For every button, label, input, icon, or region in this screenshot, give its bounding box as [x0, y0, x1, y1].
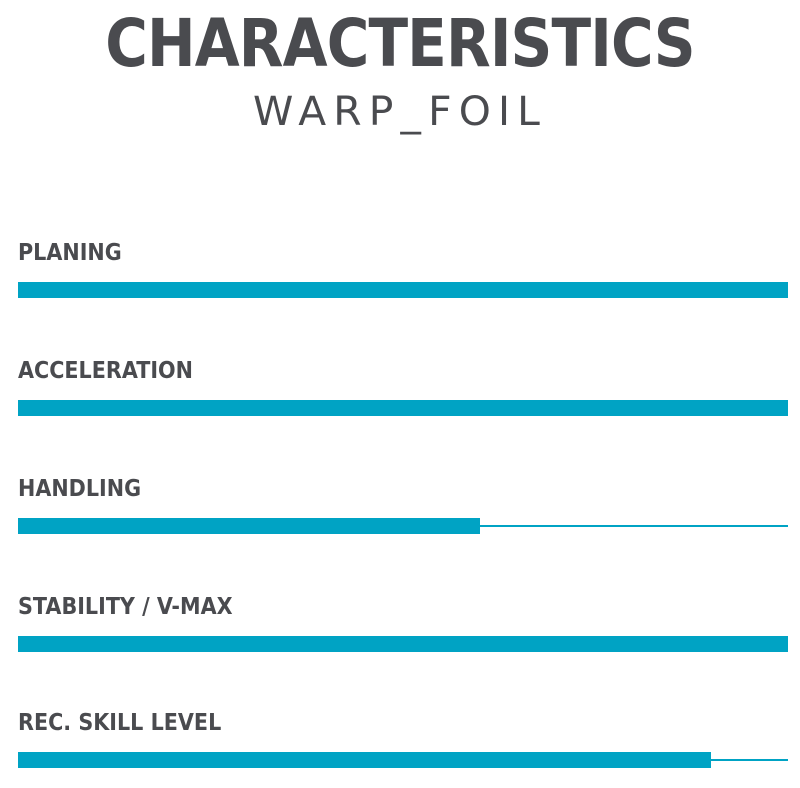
rating-bar-fill [18, 518, 480, 534]
rating-bar [18, 400, 788, 416]
page-title: CHARACTERISTICS [105, 5, 695, 82]
rating-bar [18, 282, 788, 298]
rating-bar-fill [18, 752, 711, 768]
stat-handling: HANDLING [0, 474, 800, 554]
stat-rec-skill-level: REC. SKILL LEVEL [0, 708, 800, 788]
stat-label: ACCELERATION [18, 358, 193, 384]
stat-label: REC. SKILL LEVEL [18, 710, 222, 736]
rating-bar-fill [18, 636, 788, 652]
stat-stability-vmax: STABILITY / V-MAX [0, 592, 800, 672]
rating-bar [18, 518, 788, 534]
stat-label: HANDLING [18, 476, 142, 502]
rating-bar-fill [18, 400, 788, 416]
rating-bar [18, 752, 788, 768]
rating-bar-fill [18, 282, 788, 298]
stat-label: PLANING [18, 240, 122, 266]
stat-planing: PLANING [0, 238, 800, 318]
stat-label: STABILITY / V-MAX [18, 594, 233, 620]
stat-acceleration: ACCELERATION [0, 356, 800, 436]
rating-bar [18, 636, 788, 652]
product-name: WARP_FOIL [253, 89, 547, 135]
